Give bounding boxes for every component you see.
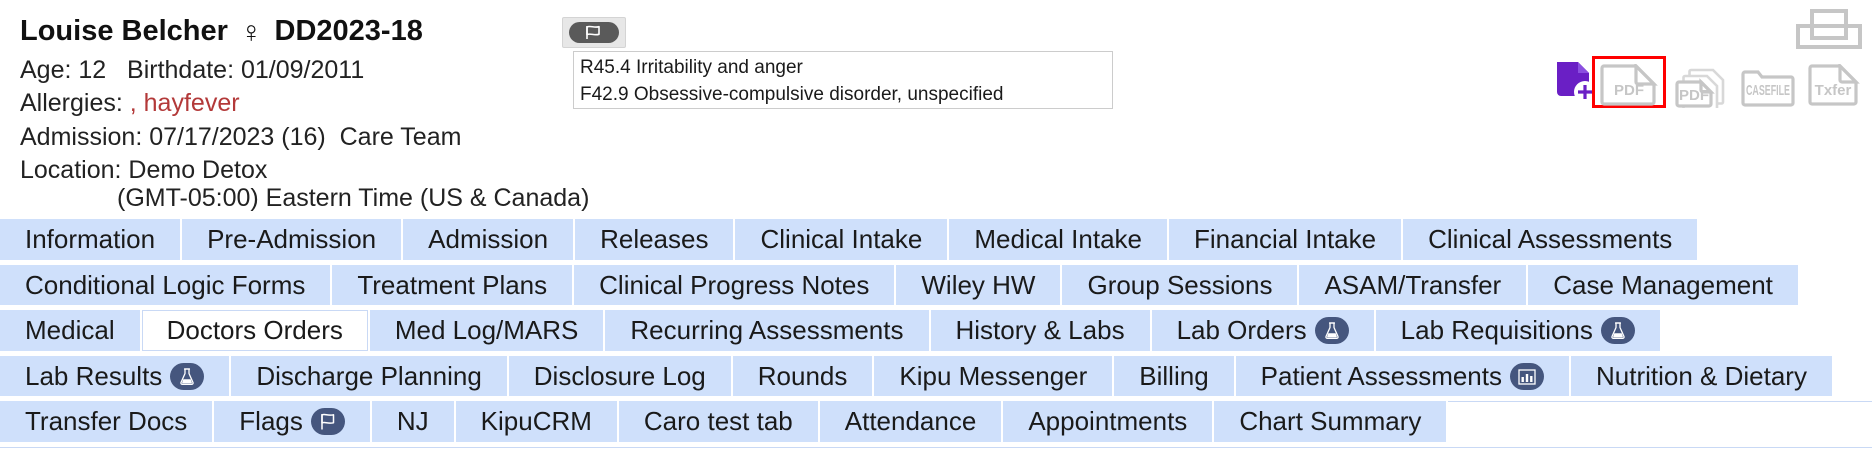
svg-text:PDF: PDF (1679, 87, 1709, 104)
svg-text:PDF: PDF (1614, 82, 1644, 99)
svg-text:Txfer: Txfer (1815, 82, 1852, 99)
svg-text:CASEFILE: CASEFILE (1746, 82, 1790, 99)
